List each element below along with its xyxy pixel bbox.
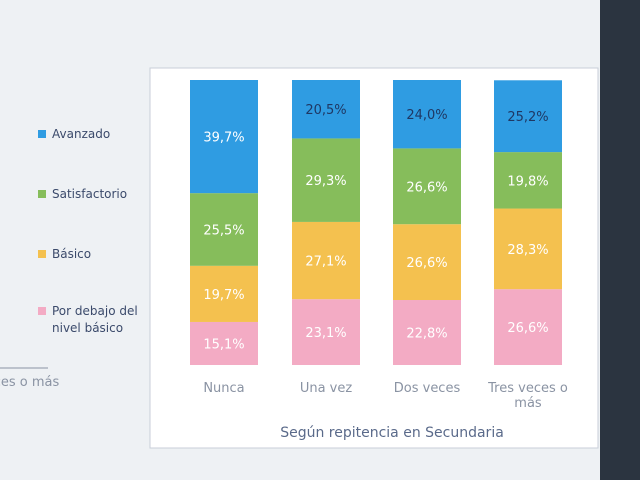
bar-segment	[393, 80, 461, 149]
bar-segment	[494, 152, 562, 209]
value-label: 23,1%	[305, 326, 346, 341]
legend-swatch	[38, 250, 46, 258]
cut-label: veces o más	[0, 375, 59, 390]
bar-segment	[393, 148, 461, 225]
legend-label: Avanzado	[52, 127, 111, 141]
legend-label: Satisfactorio	[52, 187, 128, 201]
bar-segment	[494, 289, 562, 365]
value-label: 20,5%	[305, 103, 346, 118]
value-label: 25,2%	[507, 110, 548, 125]
legend-entry: Satisfactorio	[38, 186, 162, 203]
bar-segment	[190, 193, 258, 266]
value-label: 26,6%	[406, 180, 447, 195]
bar-segment	[292, 299, 360, 365]
bar-segment	[494, 80, 562, 153]
legend-swatch	[38, 130, 46, 138]
x-tick-label: Dos veces	[394, 381, 461, 396]
bar-segment	[190, 80, 258, 194]
x-tick-label: Tres veces o más	[487, 381, 568, 411]
value-label: 24,0%	[406, 108, 447, 123]
bar-segment	[393, 300, 461, 365]
value-label: 29,3%	[305, 174, 346, 189]
legend-entry: Por debajo del nivel básico	[38, 303, 162, 337]
value-label: 25,5%	[203, 223, 244, 238]
legend-label: Básico	[52, 247, 92, 261]
bar-segment	[292, 138, 360, 222]
bar-segment	[190, 265, 258, 322]
value-label: 22,8%	[406, 327, 447, 342]
value-label: 28,3%	[507, 243, 548, 258]
legend-entry: Avanzado	[38, 126, 162, 143]
value-label: 27,1%	[305, 255, 346, 270]
x-tick-label: Nunca	[203, 381, 244, 396]
value-label: 26,6%	[406, 256, 447, 271]
legend-swatch	[38, 190, 46, 198]
value-label: 19,8%	[507, 174, 548, 189]
bar-segment	[494, 208, 562, 290]
x-axis-title: Según repitencia en Secundaria	[280, 425, 504, 441]
monitor-bezel	[600, 0, 640, 480]
bar-segment	[393, 224, 461, 301]
legend-label: Por debajo del nivel básico	[52, 304, 138, 335]
legend-swatch	[38, 307, 46, 315]
bar-segment	[292, 221, 360, 300]
bar-segment	[190, 321, 258, 365]
x-tick-label: Una vez	[300, 381, 353, 396]
legend-entry: Básico	[38, 246, 162, 263]
value-label: 26,6%	[507, 321, 548, 336]
value-label: 39,7%	[203, 131, 244, 146]
value-label: 15,1%	[203, 337, 244, 352]
bar-segment	[292, 80, 360, 139]
value-label: 19,7%	[203, 288, 244, 303]
